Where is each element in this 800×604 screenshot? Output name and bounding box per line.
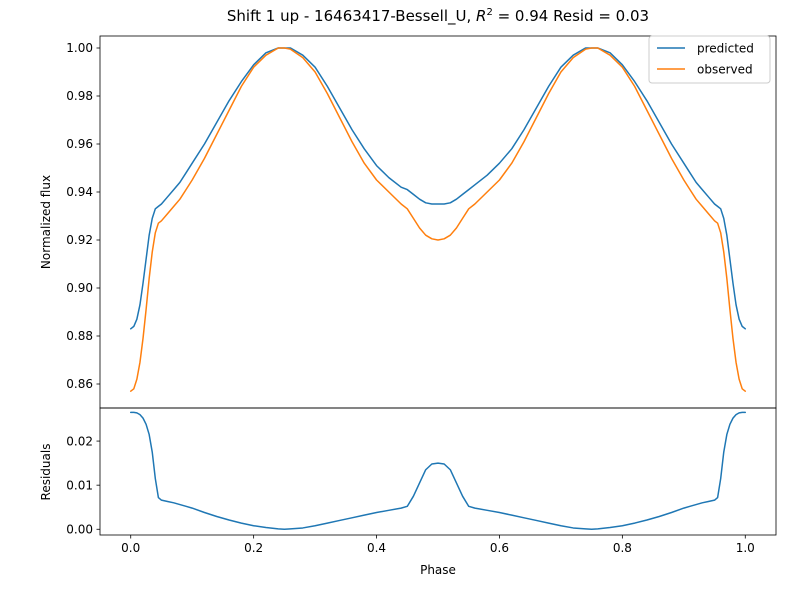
residuals-x-tick: 0.0 xyxy=(121,535,140,555)
residuals-series-line xyxy=(129,411,747,531)
flux-y-tick-label: 0.92 xyxy=(66,233,93,247)
flux-y-tick: 0.92 xyxy=(66,233,100,247)
residuals-x-ticks: 0.0 0.2 0.4 0.6 0.8 1.0 xyxy=(121,535,755,555)
residuals-x-tick-label: 0.2 xyxy=(244,541,263,555)
residuals-y-ticks: 0.00 0.01 0.02 xyxy=(66,434,100,536)
flux-y-tick-label: 0.96 xyxy=(66,137,93,151)
residuals-x-tick-label: 1.0 xyxy=(736,541,755,555)
legend: predicted observed xyxy=(648,35,771,84)
residuals-x-tick-label: 0.8 xyxy=(613,541,632,555)
flux-y-axis-label: Normalized flux xyxy=(39,175,53,269)
chart-title: Shift 1 up - 16463417-Bessell_U, R2 = 0.… xyxy=(227,7,649,26)
flux-y-tick: 1.00 xyxy=(66,41,100,55)
residuals-x-tick: 0.2 xyxy=(244,535,263,555)
residuals-y-tick: 0.01 xyxy=(66,478,100,492)
flux-y-tick: 0.90 xyxy=(66,281,100,295)
residuals-y-axis-label: Residuals xyxy=(39,444,53,501)
flux-series xyxy=(129,47,747,392)
residuals-x-tick: 0.4 xyxy=(367,535,386,555)
title-prefix: Shift 1 up - 16463417-Bessell_U, xyxy=(227,7,476,26)
title-r-exponent: 2 xyxy=(486,7,492,18)
flux-y-tick-label: 0.86 xyxy=(66,377,93,391)
legend-label-observed: observed xyxy=(697,63,753,77)
flux-y-tick: 0.88 xyxy=(66,329,100,343)
residuals-y-tick-label: 0.00 xyxy=(66,522,93,536)
flux-y-tick: 0.94 xyxy=(66,185,100,199)
residuals-panel: 0.00 0.01 0.02 0.0 0.2 0.4 0.6 0.8 1.0 Residual… xyxy=(39,407,777,577)
flux-y-tick-label: 0.98 xyxy=(66,89,93,103)
residuals-axes-frame xyxy=(99,407,777,536)
residuals-y-tick: 0.02 xyxy=(66,434,100,448)
residuals-y-tick: 0.00 xyxy=(66,522,100,536)
flux-series-predicted xyxy=(129,47,747,330)
flux-y-tick-label: 0.90 xyxy=(66,281,93,295)
residuals-x-tick-label: 0.0 xyxy=(121,541,140,555)
flux-panel: 0.86 0.88 0.90 0.92 0.94 0.96 0.98 1.00 Normali… xyxy=(39,35,777,409)
residuals-y-tick-label: 0.02 xyxy=(66,434,93,448)
flux-series-observed xyxy=(129,47,747,392)
residuals-x-tick: 0.8 xyxy=(613,535,632,555)
residuals-series xyxy=(129,411,747,531)
flux-y-tick: 0.98 xyxy=(66,89,100,103)
flux-y-tick-label: 0.94 xyxy=(66,185,93,199)
legend-label-predicted: predicted xyxy=(697,42,754,56)
residuals-x-tick: 0.6 xyxy=(490,535,509,555)
residuals-x-tick-label: 0.4 xyxy=(367,541,386,555)
flux-y-tick: 0.96 xyxy=(66,137,100,151)
flux-y-ticks: 0.86 0.88 0.90 0.92 0.94 0.96 0.98 1.00 xyxy=(66,41,100,391)
title-r-symbol: R xyxy=(476,7,486,25)
title-suffix: = 0.94 Resid = 0.03 xyxy=(493,7,649,25)
residuals-y-tick-label: 0.01 xyxy=(66,478,93,492)
flux-y-tick-label: 0.88 xyxy=(66,329,93,343)
flux-y-tick: 0.86 xyxy=(66,377,100,391)
residuals-x-tick: 1.0 xyxy=(736,535,755,555)
residuals-x-axis-label: Phase xyxy=(420,563,456,577)
flux-y-tick-label: 1.00 xyxy=(66,41,93,55)
residuals-x-tick-label: 0.6 xyxy=(490,541,509,555)
